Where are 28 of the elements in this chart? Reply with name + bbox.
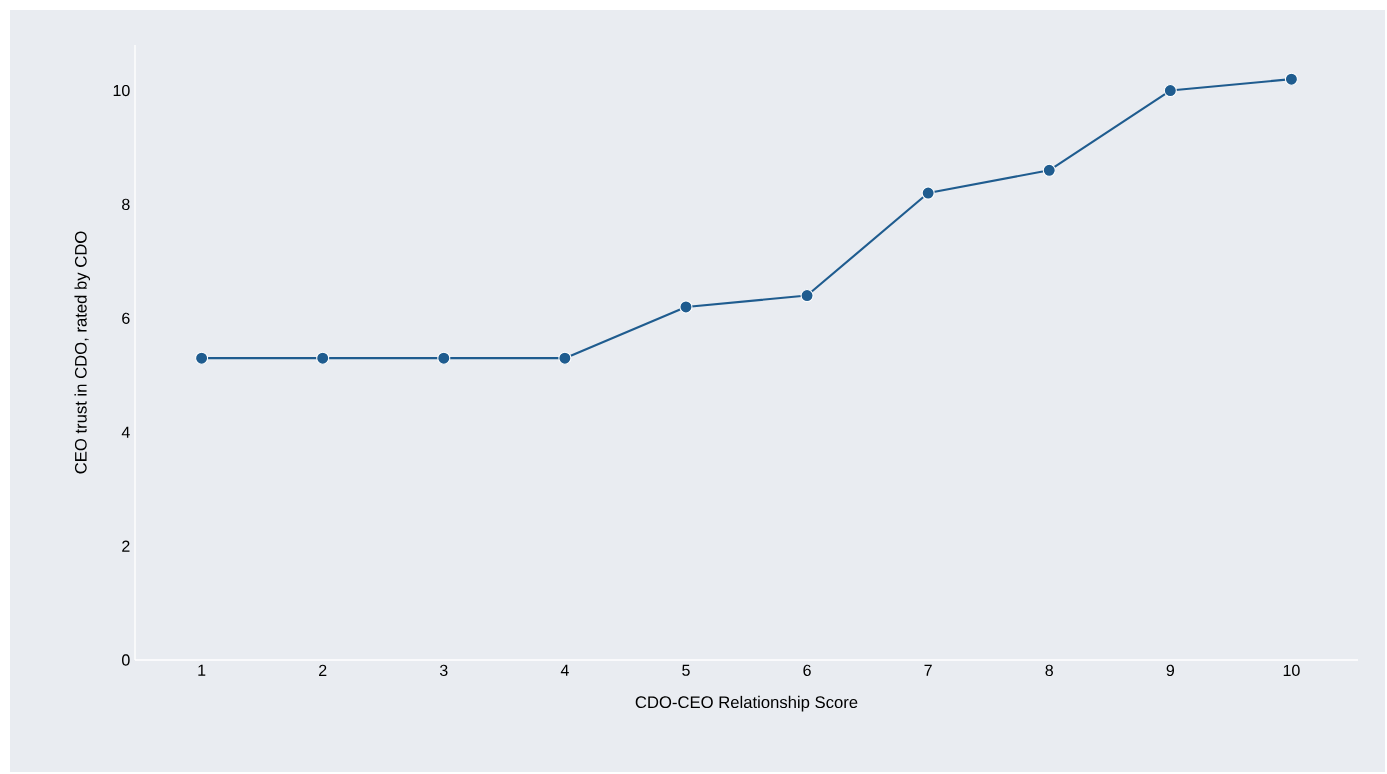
point (558, 351, 572, 365)
x-tick-label: 2 (319, 664, 327, 676)
point (921, 186, 935, 200)
point (679, 300, 693, 314)
x-tick-label: 4 (560, 664, 569, 676)
point (800, 289, 814, 303)
point (316, 351, 330, 365)
x-axis-title: CDO-CEO Relationship Score (635, 695, 858, 712)
x-tick-label: 9 (1166, 664, 1175, 677)
x-tick-label: 5 (682, 664, 690, 676)
point (1284, 72, 1298, 86)
x-tick-label: 8 (1045, 664, 1053, 677)
y-tick-label: 2 (122, 540, 130, 552)
point (1163, 84, 1177, 98)
x-tick-label: 6 (803, 664, 811, 677)
y-tick-label: 0 (122, 654, 130, 666)
point (195, 351, 209, 365)
x-tick-label: 10 (1283, 664, 1300, 677)
point (437, 351, 451, 365)
point (1042, 163, 1056, 177)
y-axis-title: CEO trust in CDO, rated by CDO (74, 231, 90, 474)
x-tick-label: 3 (439, 664, 448, 677)
x-tick-label: 7 (924, 664, 932, 676)
y-tick-label: 10 (113, 84, 130, 97)
y-tick-label: 4 (121, 426, 130, 438)
y-tick-label: 6 (122, 312, 130, 324)
x-tick-label: 1 (198, 664, 206, 676)
y-tick-label: 8 (122, 198, 130, 211)
